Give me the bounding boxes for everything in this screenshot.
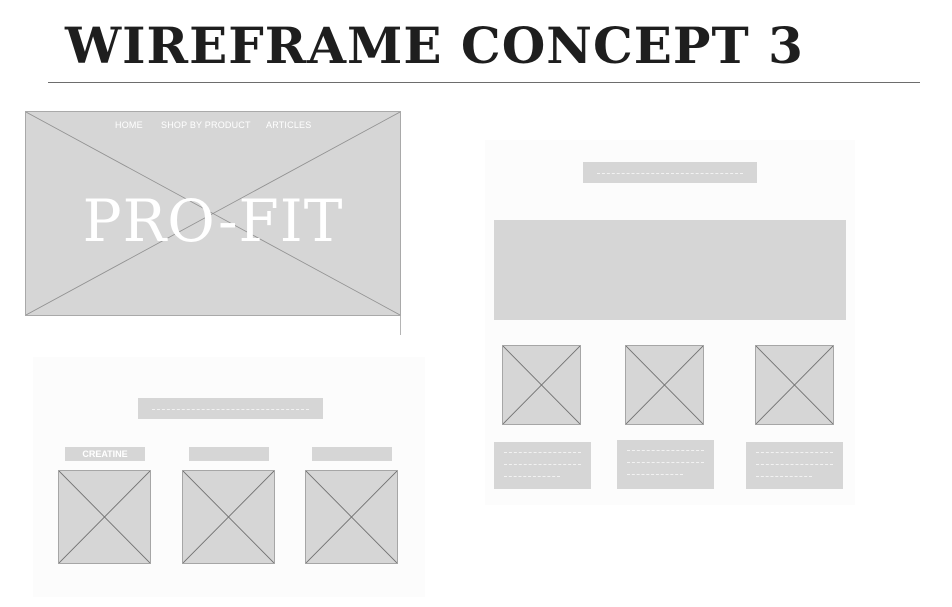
brand-logo-text: PRO-FIT bbox=[82, 187, 344, 255]
category-label-creatine[interactable]: CREATINE bbox=[65, 447, 145, 461]
placeholder-cross-icon bbox=[183, 471, 274, 563]
placeholder-cross-icon bbox=[59, 471, 150, 563]
product-description-placeholder bbox=[746, 442, 843, 489]
placeholder-cross-icon bbox=[503, 346, 580, 424]
nav-item-home[interactable]: HOME bbox=[115, 120, 143, 130]
placeholder-cross-icon bbox=[626, 346, 703, 424]
product-image-placeholder[interactable] bbox=[502, 345, 581, 425]
hero-banner: HOME SHOP BY PRODUCT ARTICLES PRO-FIT bbox=[25, 111, 401, 316]
category-label-placeholder[interactable] bbox=[189, 447, 269, 461]
product-image-placeholder[interactable] bbox=[182, 470, 275, 564]
top-nav: HOME SHOP BY PRODUCT ARTICLES bbox=[26, 120, 400, 134]
product-description-placeholder bbox=[494, 442, 591, 489]
placeholder-cross-icon bbox=[26, 112, 400, 315]
product-description-placeholder bbox=[617, 440, 714, 489]
product-image-placeholder[interactable] bbox=[58, 470, 151, 564]
product-image-placeholder[interactable] bbox=[755, 345, 834, 425]
section-heading-placeholder bbox=[138, 398, 323, 419]
product-page-wireframe bbox=[485, 140, 855, 505]
category-section: CREATINE bbox=[33, 357, 425, 597]
nav-item-shop-by-product[interactable]: SHOP BY PRODUCT bbox=[161, 120, 251, 130]
section-heading-placeholder bbox=[583, 162, 757, 183]
placeholder-cross-icon bbox=[306, 471, 397, 563]
category-label-placeholder[interactable] bbox=[312, 447, 392, 461]
nav-item-articles[interactable]: ARTICLES bbox=[266, 120, 312, 130]
title-divider bbox=[48, 82, 920, 83]
product-image-placeholder[interactable] bbox=[305, 470, 398, 564]
hero-edge-line bbox=[400, 316, 401, 335]
banner-placeholder bbox=[494, 220, 846, 320]
product-image-placeholder[interactable] bbox=[625, 345, 704, 425]
placeholder-cross-icon bbox=[756, 346, 833, 424]
page-title: WIREFRAME CONCEPT 3 bbox=[65, 16, 804, 75]
